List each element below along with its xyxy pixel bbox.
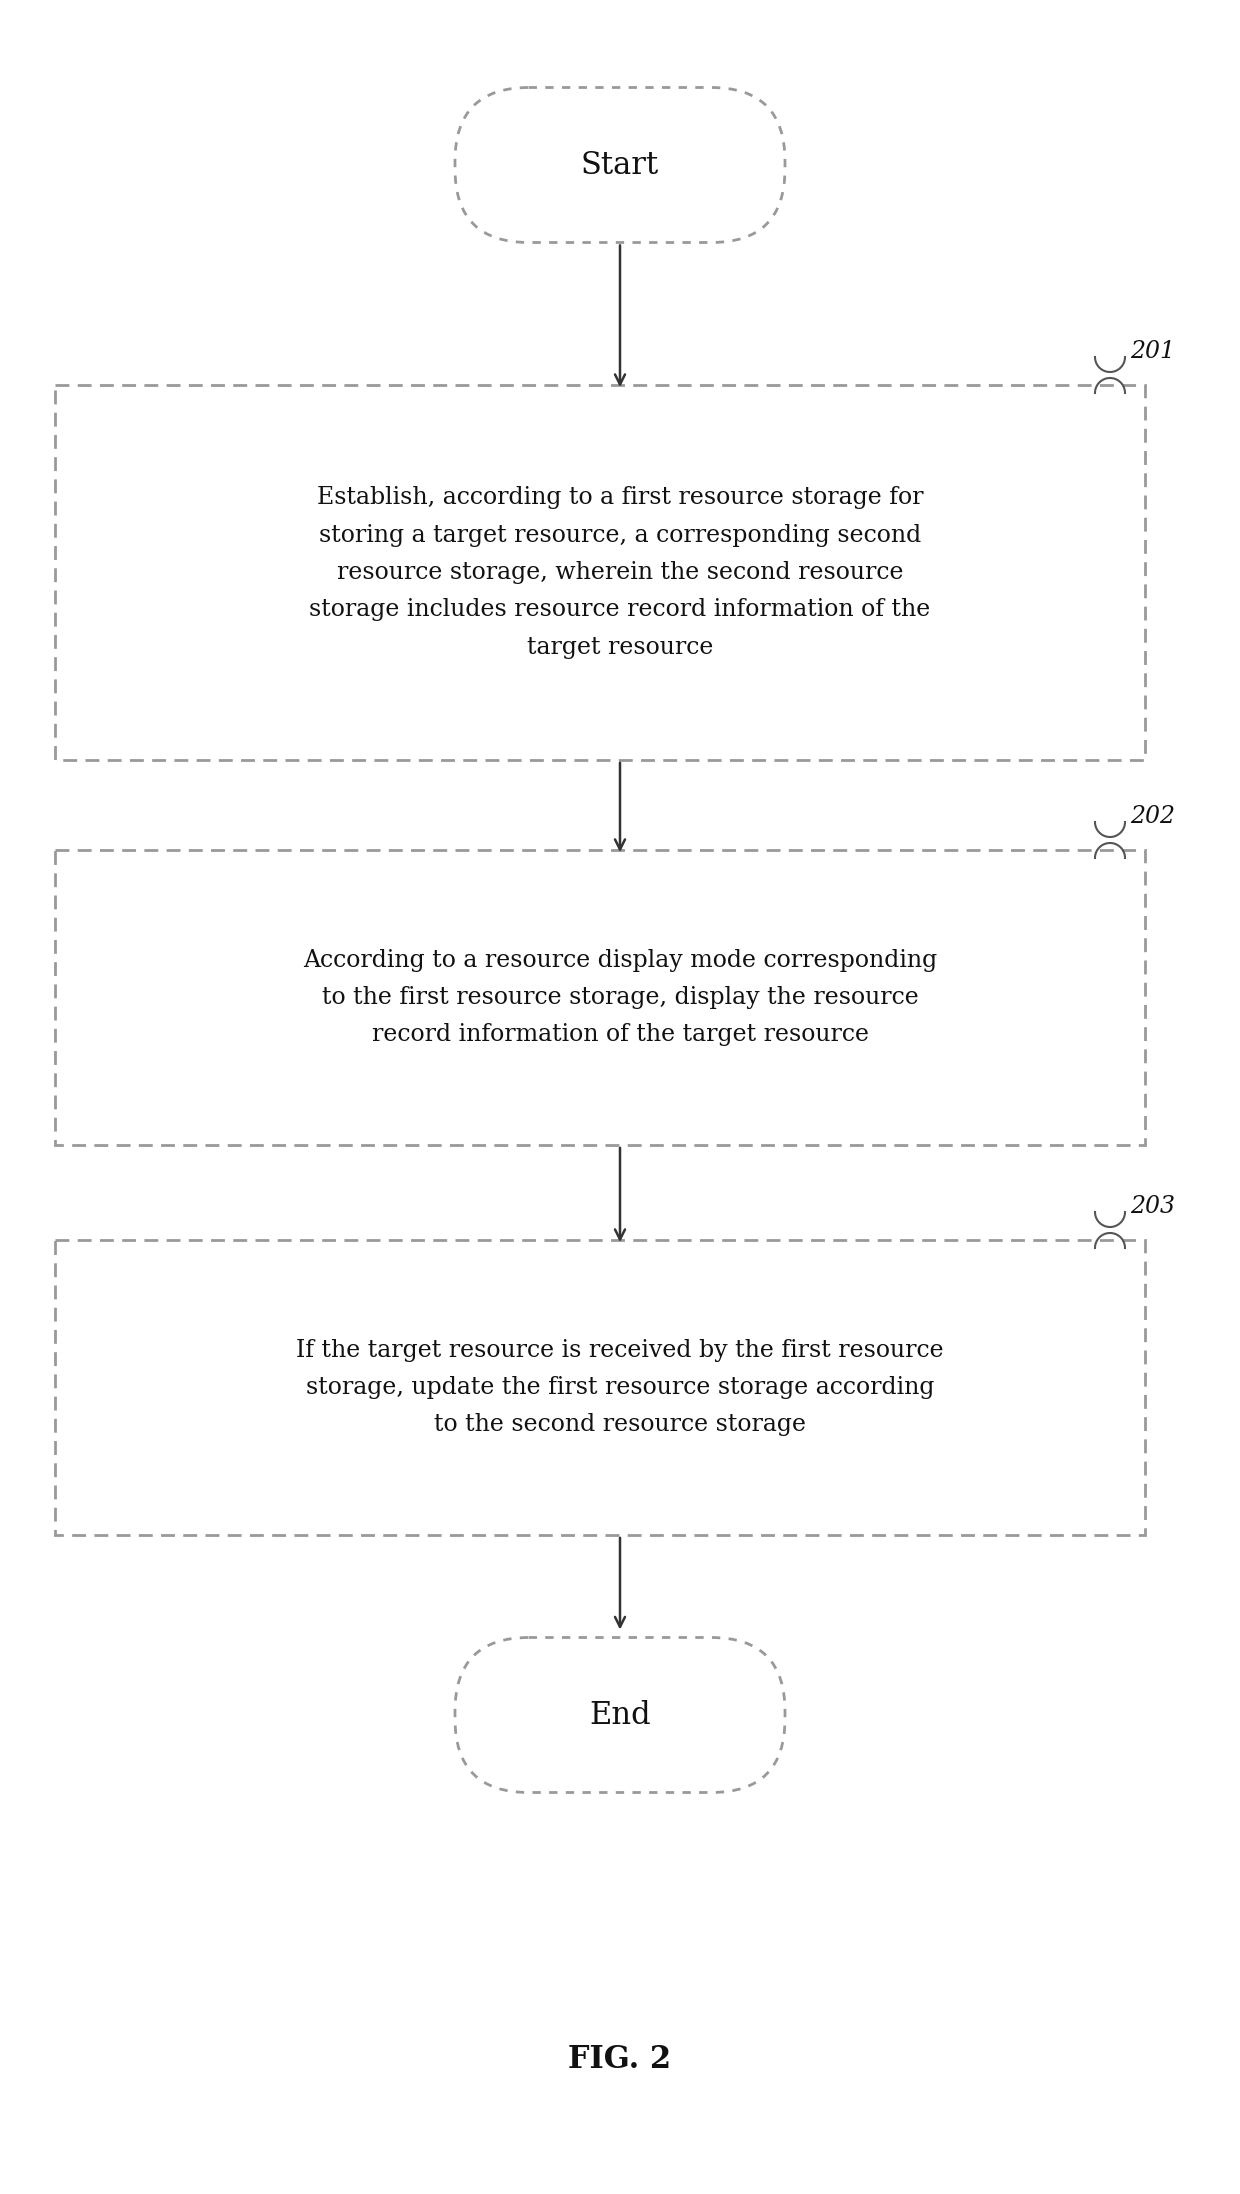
FancyBboxPatch shape [455,1637,785,1792]
Text: If the target resource is received by the first resource
storage, update the fir: If the target resource is received by th… [296,1338,944,1437]
Text: FIG. 2: FIG. 2 [568,2045,672,2076]
Text: Start: Start [580,149,660,180]
FancyBboxPatch shape [455,88,785,244]
Bar [55,849,1145,1145]
Text: Establish, according to a first resource storage for
storing a target resource, : Establish, according to a first resource… [309,487,931,658]
Text: 201: 201 [1130,340,1176,362]
Bar [55,1240,1145,1536]
Text: 202: 202 [1130,805,1176,827]
Text: 203: 203 [1130,1196,1176,1218]
Text: According to a resource display mode corresponding
to the first resource storage: According to a resource display mode cor… [303,948,937,1047]
Text: End: End [589,1700,651,1731]
Bar [55,384,1145,759]
